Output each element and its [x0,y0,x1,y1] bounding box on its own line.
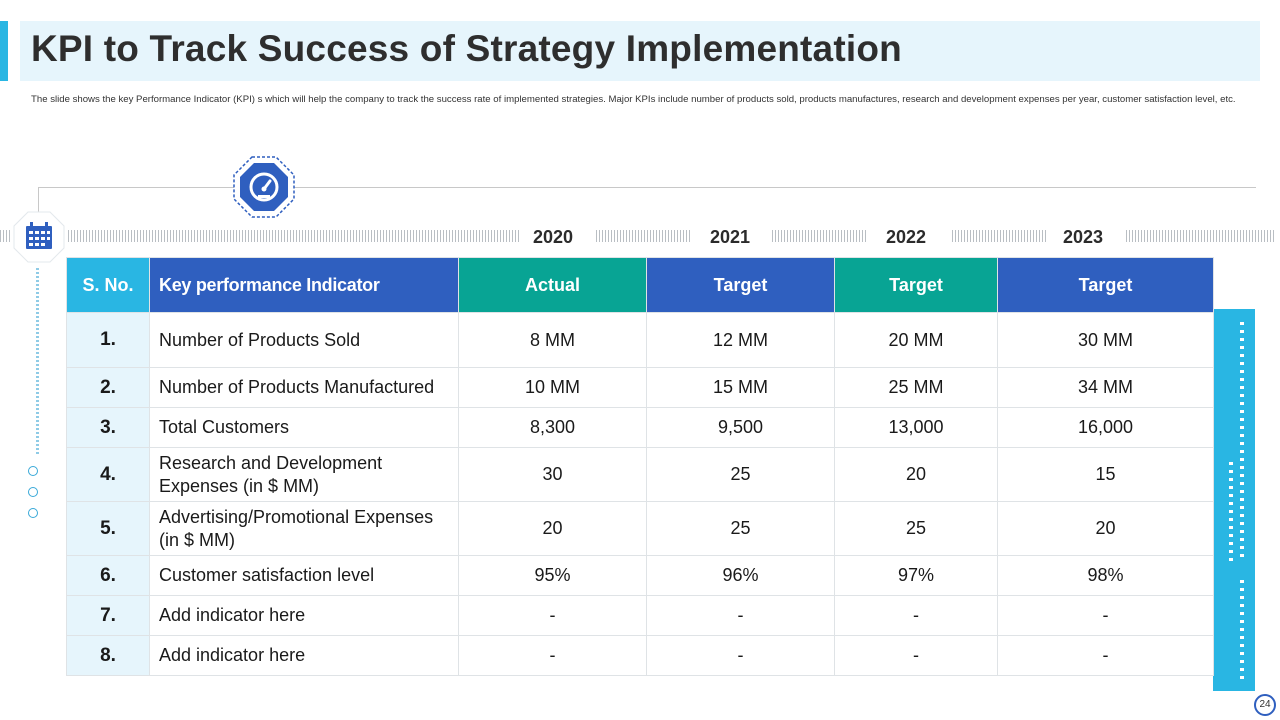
cell-2023: 30 MM [997,312,1214,368]
cell-2020: 8 MM [458,312,647,368]
row-sno: 5. [66,501,150,556]
row-indicator: Number of Products Sold [149,312,459,368]
header-target-2023: Target [997,257,1214,313]
cell-2022: 25 MM [834,367,998,408]
top-divider-line [38,187,1256,188]
cell-2021: 25 [646,501,835,556]
row-indicator: Customer satisfaction level [149,555,459,596]
cell-2020: - [458,595,647,636]
page-title: KPI to Track Success of Strategy Impleme… [31,28,902,69]
cell-2022: - [834,635,998,676]
left-dotted-line [36,268,39,456]
decor-ring [28,487,38,497]
cell-2021: 15 MM [646,367,835,408]
header-target-2021: Target [646,257,835,313]
timeline-ticks-e [1126,230,1276,242]
dots-column [1229,462,1233,562]
row-indicator: Advertising/Promotional Expenses (in $ M… [149,501,459,556]
timeline-ticks-a [68,230,520,242]
header-target-2022: Target [834,257,998,313]
timeline-ticks-left [0,230,12,242]
table-row: 4. Research and Development Expenses (in… [66,447,1214,502]
row-sno: 2. [66,367,150,408]
cell-2021: 25 [646,447,835,502]
speedometer-icon [232,155,296,219]
row-indicator: Total Customers [149,407,459,448]
year-label-2022: 2022 [886,227,927,247]
dots-column [1240,580,1244,680]
table-header-row: S. No. Key performance Indicator Actual … [66,257,1214,313]
row-indicator: Add indicator here [149,635,459,676]
row-indicator: Add indicator here [149,595,459,636]
row-sno: 1. [66,312,150,368]
cell-2020: - [458,635,647,676]
cell-2023: - [997,635,1214,676]
cell-2023: - [997,595,1214,636]
cell-2023: 16,000 [997,407,1214,448]
row-sno: 4. [66,447,150,502]
header-actual-2020: Actual [458,257,647,313]
row-indicator: Number of Products Manufactured [149,367,459,408]
cell-2023: 98% [997,555,1214,596]
cell-2020: 95% [458,555,647,596]
cell-2020: 8,300 [458,407,647,448]
cell-2022: 20 [834,447,998,502]
decor-ring [28,508,38,518]
title-bar [20,21,1260,81]
row-sno: 3. [66,407,150,448]
timeline-ticks-d [952,230,1046,242]
year-label-2020: 2020 [533,227,574,247]
cell-2023: 20 [997,501,1214,556]
left-divider-line [38,187,39,217]
cell-2020: 30 [458,447,647,502]
year-label-2021: 2021 [710,227,751,247]
cell-2023: 34 MM [997,367,1214,408]
cell-2023: 15 [997,447,1214,502]
header-kpi: Key performance Indicator [149,257,459,313]
cell-2021: - [646,635,835,676]
table-row: 7. Add indicator here - - - - [66,595,1214,636]
table-row: 3. Total Customers 8,300 9,500 13,000 16… [66,407,1214,448]
dots-column [1240,322,1244,562]
table-row: 2. Number of Products Manufactured 10 MM… [66,367,1214,408]
year-label-2023: 2023 [1063,227,1104,247]
row-indicator: Research and Development Expenses (in $ … [149,447,459,502]
title-accent-bar [0,21,8,81]
table-row: 5. Advertising/Promotional Expenses (in … [66,501,1214,556]
cell-2022: - [834,595,998,636]
header-sno: S. No. [66,257,150,313]
cell-2021: - [646,595,835,636]
page-number-badge: 24 [1254,694,1276,716]
calendar-icon [12,210,66,264]
cell-2021: 96% [646,555,835,596]
table-row: 6. Customer satisfaction level 95% 96% 9… [66,555,1214,596]
table-row: 8. Add indicator here - - - - [66,635,1214,676]
cell-2021: 9,500 [646,407,835,448]
row-sno: 7. [66,595,150,636]
cell-2020: 20 [458,501,647,556]
kpi-table: S. No. Key performance Indicator Actual … [66,257,1214,676]
cell-2022: 13,000 [834,407,998,448]
page-subtitle: The slide shows the key Performance Indi… [31,94,1236,105]
row-sno: 6. [66,555,150,596]
cell-2022: 25 [834,501,998,556]
decor-ring [28,466,38,476]
cell-2022: 97% [834,555,998,596]
table-row: 1. Number of Products Sold 8 MM 12 MM 20… [66,312,1214,368]
cell-2022: 20 MM [834,312,998,368]
timeline-ticks-b [596,230,690,242]
cell-2021: 12 MM [646,312,835,368]
right-accent-bar [1213,309,1255,691]
row-sno: 8. [66,635,150,676]
timeline-ticks-c [772,230,866,242]
cell-2020: 10 MM [458,367,647,408]
